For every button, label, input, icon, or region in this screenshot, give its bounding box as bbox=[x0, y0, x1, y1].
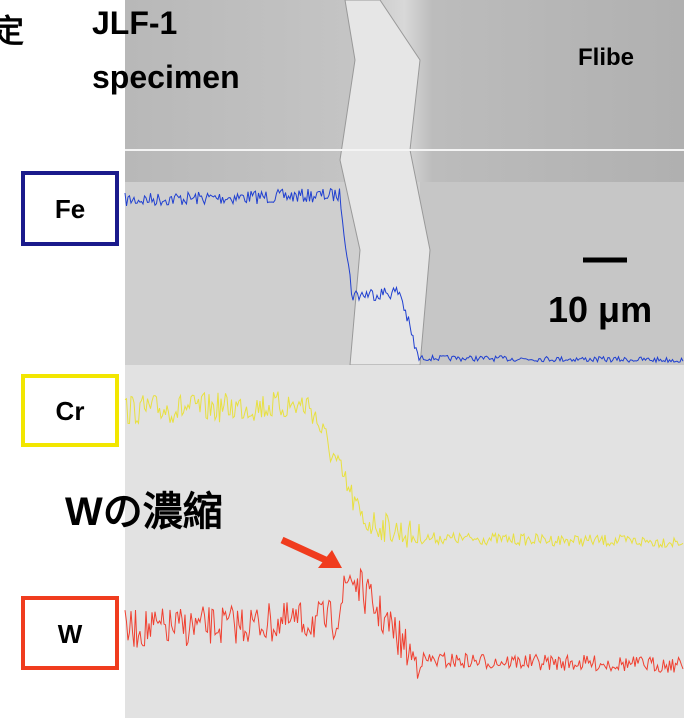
flibe-region bbox=[420, 182, 684, 365]
element-label: W bbox=[58, 619, 83, 649]
scale-label: 10 μm bbox=[548, 289, 652, 330]
corner-char: 定 bbox=[0, 13, 24, 49]
medium-label: Flibe bbox=[578, 44, 634, 71]
element-label: Cr bbox=[56, 396, 85, 426]
specimen-label: specimen bbox=[92, 59, 240, 95]
element-label: Fe bbox=[55, 194, 85, 224]
enrichment-label: Wの濃縮 bbox=[65, 490, 223, 534]
figure: 定 JLF-1 specimen Flibe 10 μm Fe Cr W Wの濃… bbox=[0, 0, 684, 718]
specimen-label: JLF-1 bbox=[92, 5, 177, 41]
